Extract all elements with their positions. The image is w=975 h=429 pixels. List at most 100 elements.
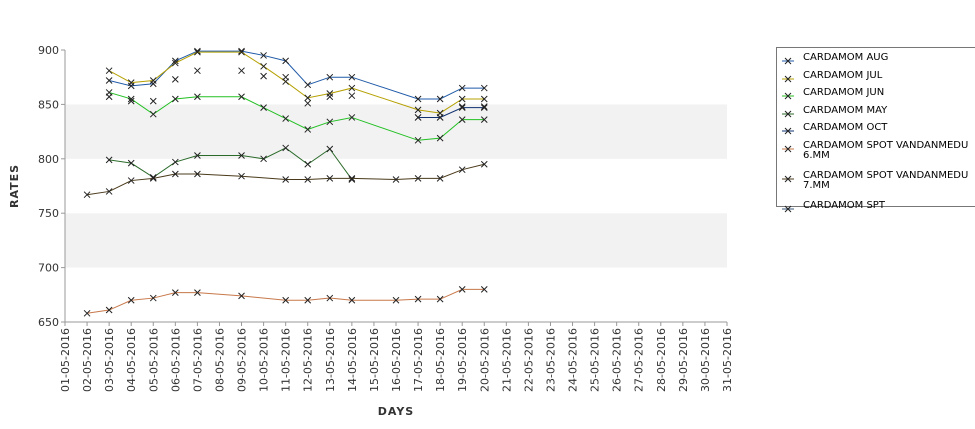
series-5 [83,286,488,317]
data-point [105,306,113,314]
data-point [260,104,267,112]
legend-marker-icon [781,124,795,138]
x-tick-label: 24-05-2016 [567,328,580,392]
x-tick-label: 03-05-2016 [103,328,116,392]
data-point [83,191,91,199]
data-point [83,309,91,317]
data-point [105,93,113,101]
x-tick-label: 06-05-2016 [169,328,182,392]
data-point [458,116,466,123]
x-tick-label: 01-05-2016 [59,328,72,392]
data-point [238,172,245,180]
data-point [392,296,400,304]
data-point [194,48,201,56]
x-tick-label: 04-05-2016 [125,328,138,392]
legend-marker-icon [781,202,795,216]
legend-marker-icon [781,172,795,186]
data-point [480,103,488,110]
x-tick-label: 17-05-2016 [412,328,425,392]
data-point [480,286,488,293]
data-point [171,170,179,178]
series-6 [83,160,488,199]
series-3 [105,144,356,183]
x-tick-label: 28-05-2016 [655,328,668,392]
data-point [326,73,334,81]
plot-band [65,267,727,322]
x-tick-label: 23-05-2016 [544,328,557,392]
data-point [171,289,179,296]
y-tick-label: 850 [38,98,59,111]
data-point [127,159,135,167]
x-tick-label: 08-05-2016 [213,328,226,392]
x-tick-label: 02-05-2016 [81,328,94,392]
data-point [304,81,312,89]
x-tick-label: 05-05-2016 [147,328,160,392]
data-point [414,136,422,144]
legend-item: CARDAMOM SPOT VANDANMEDU 6.MM [781,140,968,161]
data-point [238,48,245,56]
legend-label: CARDAMOM SPT [803,199,885,211]
data-point [414,175,422,182]
data-point [348,296,356,304]
data-point [149,110,157,118]
legend-label: CARDAMOM OCT [803,122,888,133]
x-tick-label: 26-05-2016 [611,328,624,392]
data-point [458,286,466,293]
legend-item: CARDAMOM AUG [781,53,888,68]
legend-marker-icon [781,89,795,103]
x-tick-label: 07-05-2016 [191,328,204,392]
data-point [436,114,444,121]
data-point [304,126,312,133]
legend-item: CARDAMOM OCT [781,123,887,138]
data-point [260,62,267,70]
data-point [238,292,245,300]
data-point [171,158,179,166]
data-point [480,95,488,103]
data-point [105,77,113,84]
y-tick-label: 800 [38,153,59,166]
data-point [238,93,245,101]
legend-item: CARDAMOM SPT [781,199,885,216]
x-tick-label: 12-05-2016 [302,328,315,392]
data-point [127,82,135,90]
y-axis-ticks: 650 700 750 800 850 900 [38,44,65,329]
legend-label: CARDAMOM JUL [803,69,883,81]
data-point [127,79,135,86]
legend-item: CARDAMOM JUN [781,88,884,103]
data-point [348,92,356,100]
legend-marker-icon [781,72,795,86]
x-tick-label: 29-05-2016 [677,328,690,392]
x-tick-label: 18-05-2016 [434,328,447,392]
series-line [418,107,485,118]
x-axis-ticks: 01-05-2016 02-05-2016 03-05-2016 04-05-2016… [59,322,734,392]
data-point [326,118,334,126]
data-point [171,76,179,83]
data-point [436,95,444,103]
series-0 [105,47,488,103]
data-point [414,295,422,303]
data-point [149,77,157,84]
plot-background [64,50,727,323]
data-point [304,94,312,102]
data-point [480,84,488,92]
data-point [105,67,113,75]
data-point [282,176,290,183]
data-point [282,296,290,304]
x-tick-label: 27-05-2016 [633,328,646,392]
data-point [326,175,334,182]
data-point [480,160,488,168]
series-1 [105,48,488,117]
x-tick-label: 14-05-2016 [346,328,359,392]
legend-label: CARDAMOM AUG [803,52,889,63]
legend-marker-icon [781,142,795,156]
series-line [86,163,485,196]
data-point [304,176,312,183]
x-tick-label: 16-05-2016 [390,328,403,392]
data-point [105,188,113,195]
data-point [149,173,157,181]
data-point [436,134,444,142]
data-point [480,104,488,112]
data-point [105,156,113,164]
data-point [238,152,245,159]
